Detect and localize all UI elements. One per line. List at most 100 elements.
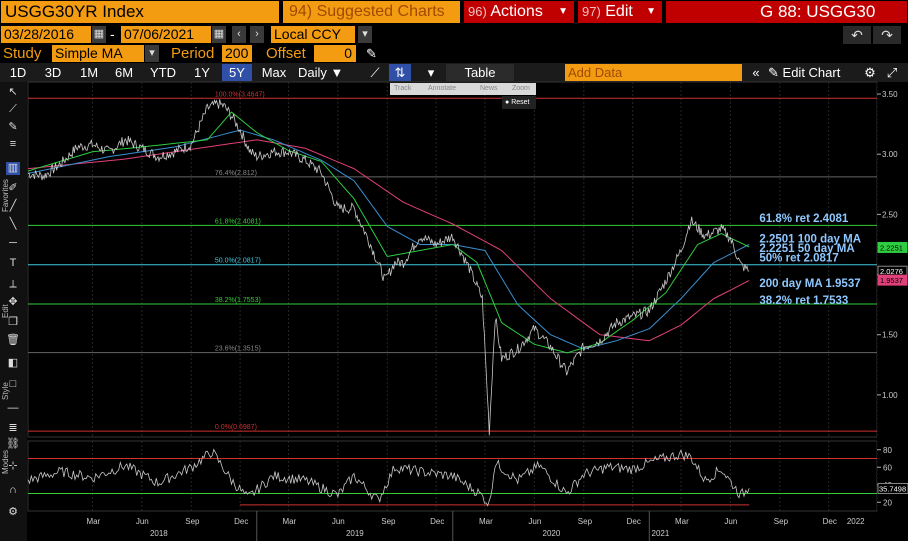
zoom-button[interactable]: Zoom <box>512 85 530 92</box>
hline-icon[interactable]: ─ <box>9 237 17 249</box>
chevron-down-icon: ▼ <box>558 6 568 17</box>
x-month-label: Mar <box>86 517 100 526</box>
range-3d-button[interactable]: 3D <box>44 65 62 80</box>
frequency-select[interactable]: Daily ▼ <box>298 64 344 81</box>
chevron-left-icon[interactable]: ‹ <box>232 26 246 43</box>
range-1d-button[interactable]: 1D <box>9 65 27 80</box>
trash-icon[interactable]: 🗑 <box>6 334 20 346</box>
copy-icon[interactable]: ❐ <box>8 316 18 328</box>
track-button[interactable]: Track <box>394 85 412 92</box>
actions-menu[interactable]: 96) Actions ▼ <box>464 1 574 23</box>
fib-level-label: 100.0%(3.4647) <box>215 91 265 98</box>
expand-icon[interactable]: ⤢ <box>886 65 898 80</box>
range-ytd-button[interactable]: YTD <box>150 65 176 80</box>
text-icon[interactable]: T <box>9 257 17 269</box>
x-year-label: 2020 <box>543 529 561 538</box>
studies-icon[interactable]: ▥ <box>6 162 20 175</box>
reset-label: Reset <box>511 99 530 106</box>
offset-label: Offset <box>266 45 306 62</box>
rsi-line <box>27 448 750 507</box>
collapse-icon[interactable]: « <box>752 65 760 80</box>
price-panel <box>27 81 878 438</box>
line-chart-icon[interactable]: ⟋ <box>370 65 380 80</box>
annotate-icon[interactable]: ✎ <box>8 121 18 133</box>
x-month-label: Sep <box>774 517 789 526</box>
line-style-icon[interactable]: — <box>7 402 19 414</box>
x-month-label: Jun <box>724 517 737 526</box>
chevron-right-icon[interactable]: › <box>250 26 264 43</box>
news-button[interactable]: News <box>480 85 498 92</box>
trendline-icon[interactable]: ⟋ <box>9 103 17 115</box>
calendar-icon[interactable]: ▦ <box>92 26 106 43</box>
fib-level-label: 50.0%(2.0817) <box>215 258 261 265</box>
y-tick-label: 2.50 <box>882 210 898 219</box>
link-icon[interactable]: ⛓ <box>6 438 20 450</box>
price-badge-label: 2.0276 <box>880 267 903 276</box>
y-tick-label: 1.50 <box>882 331 898 340</box>
x-month-label: Mar <box>675 517 689 526</box>
range-5y-button[interactable]: 5Y <box>222 64 252 81</box>
magnet-icon[interactable]: ∩ <box>9 484 17 496</box>
cursor-icon[interactable]: ↖ <box>8 86 18 98</box>
y-tick-label: 3.50 <box>882 90 898 99</box>
bar-chart-icon[interactable]: ⇅ <box>389 64 411 81</box>
pencil-icon[interactable]: ✎ <box>366 46 377 61</box>
y-tick-label: 3.00 <box>882 150 898 159</box>
fib-level-label: 23.6%(1.3515) <box>215 346 261 353</box>
annotate-button[interactable]: Annotate <box>428 85 457 92</box>
add-data-field[interactable]: Add Data <box>565 64 742 81</box>
date-separator: - <box>110 26 115 42</box>
range-1y-button[interactable]: 1Y <box>194 65 210 80</box>
fibonacci-icon[interactable]: ≡ <box>9 138 17 150</box>
ticker-field[interactable]: USGG30YR Index <box>1 1 279 23</box>
x-month-label: Mar <box>282 517 296 526</box>
y-tick-label: 1.00 <box>882 391 898 400</box>
reset-button[interactable]: ● Reset <box>502 96 536 109</box>
price-badge-label: 2.2251 <box>880 243 903 252</box>
rsi-tick-label: 60 <box>883 463 892 472</box>
period-label: Period <box>171 45 215 62</box>
range-6m-button[interactable]: 6M <box>114 65 134 80</box>
top-bar: USGG30YR Index 94) Suggested Charts 96) … <box>0 0 908 43</box>
x-year-label: 2019 <box>346 529 364 538</box>
table-button[interactable]: Table <box>446 64 514 81</box>
chevron-down-icon[interactable]: ▾ <box>358 26 372 43</box>
line-weight-icon[interactable]: ≣ <box>8 422 18 434</box>
edit-menu[interactable]: 97) Edit ▼ <box>578 1 662 23</box>
start-date-field[interactable]: 03/28/2016 <box>1 26 91 43</box>
edit-chart-button[interactable]: ✎ Edit Chart <box>768 64 858 81</box>
settings-icon[interactable]: ⚙ <box>864 65 876 80</box>
range-1m-button[interactable]: 1M <box>79 65 99 80</box>
chart-overlay-toolbar: Track Annotate News Zoom <box>390 83 536 95</box>
square-icon[interactable]: □ <box>9 378 17 390</box>
reset-icon: ● <box>505 99 510 106</box>
chevron-down-icon[interactable]: ▾ <box>427 65 435 80</box>
undo-icon[interactable]: ↶ <box>843 26 871 44</box>
period-field[interactable]: 200 <box>222 45 252 62</box>
currency-field[interactable]: Local CCY <box>271 26 355 43</box>
brush-icon[interactable]: ✐ <box>8 182 18 194</box>
color-icon[interactable]: ◧ <box>7 357 19 369</box>
end-date-field[interactable]: 07/06/2021 <box>121 26 211 43</box>
line-icon[interactable]: ╲ <box>9 218 17 230</box>
y-axis-panel <box>877 82 908 511</box>
chevron-down-icon[interactable]: ▾ <box>145 45 159 62</box>
x-month-label: Dec <box>823 517 837 526</box>
redo-icon[interactable]: ↷ <box>873 26 901 44</box>
settings-icon[interactable]: ⚙ <box>8 506 18 518</box>
move-icon[interactable]: ✥ <box>8 296 18 308</box>
frequency-label: Daily <box>298 65 327 80</box>
study-select[interactable]: Simple MA <box>52 45 144 62</box>
line-icon[interactable]: ╱ <box>9 200 17 212</box>
chevron-down-icon: ▼ <box>330 65 344 80</box>
fib-level-label: 38.2%(1.7553) <box>215 297 261 304</box>
calendar-icon[interactable]: ▦ <box>212 26 226 43</box>
suggested-charts-button[interactable]: 94) Suggested Charts <box>283 1 460 23</box>
offset-field[interactable]: 0 <box>314 45 356 62</box>
ruler-icon[interactable]: ⟂ <box>9 278 17 290</box>
actions-number: 96) <box>468 4 487 19</box>
crosshair-icon[interactable]: ⊹ <box>8 460 18 472</box>
range-max-button[interactable]: Max <box>261 65 287 80</box>
x-month-label: Dec <box>234 517 248 526</box>
